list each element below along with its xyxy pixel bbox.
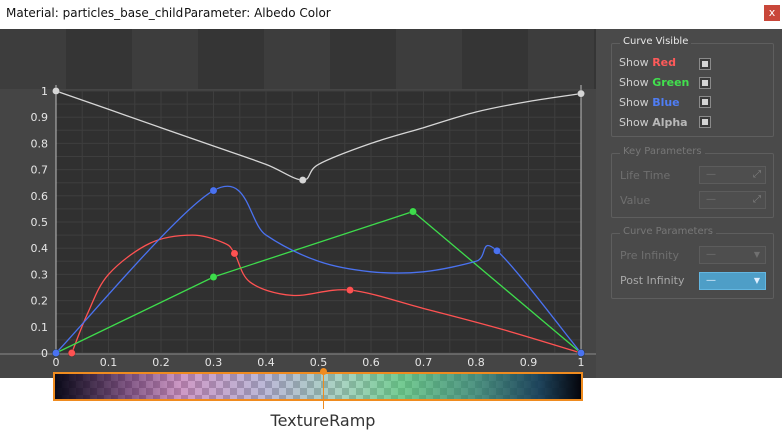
post-infinity-label: Post Infinity [620,274,685,287]
pre-infinity-label: Pre Infinity [620,249,679,262]
background-band [66,29,132,89]
chevron-down-icon: ▼ [753,276,760,285]
background-band [198,29,264,89]
pre-infinity-select[interactable]: — ▼ [699,246,766,264]
y-tick-label: 0.9 [31,111,49,124]
alpha-key-point [577,89,585,98]
alpha-key-point [298,176,307,184]
value-value: — [706,194,716,205]
key-parameters-group: Key Parameters [611,146,774,218]
background-band [528,29,594,89]
blue-channel-label: Blue [652,96,680,109]
curve-parameters-group: Curve Parameters [611,226,774,299]
background-band [396,29,462,89]
curve-visible-title: Curve Visible [620,36,692,47]
x-tick-label: 1 [578,356,585,369]
red-channel-label: Red [652,56,676,69]
post-infinity-select[interactable]: — ▼ [699,272,766,290]
green-key-point [409,207,417,216]
y-tick-label: 0.1 [31,321,49,334]
life-time-value: — [706,169,716,180]
show-blue-checkbox[interactable] [699,96,711,108]
x-tick-label: 0.5 [310,356,328,369]
blue-key-point [493,246,501,255]
blue-key-point [209,186,218,195]
background-band [462,29,528,89]
post-infinity-value: — [706,275,716,286]
parameter-label: Parameter: Albedo Color [184,6,331,20]
x-tick-label: 0.6 [362,356,380,369]
red-key-point [67,349,76,357]
show-alpha-checkbox[interactable] [699,116,711,128]
pre-infinity-value: — [706,249,716,260]
show-green-label: Show Green [619,76,689,89]
x-tick-label: 0.4 [257,356,275,369]
value-label: Value [620,194,651,207]
background-band [264,29,330,89]
y-tick-label: 0 [41,347,48,360]
red-curve [71,234,582,354]
green-key-point [209,273,218,281]
properties-panel: Curve Visible Show Red Show Green Show B… [596,29,782,378]
show-blue-label: Show Blue [619,96,680,109]
life-time-label: Life Time [620,169,671,182]
curve-graph[interactable]: 0 0.1 0.2 0.3 0.4 0.5 0.6 0.7 0.8 0.9 1 0 0.1 0.2 0.3 0… [0,29,596,378]
resize-icon: ⤢ [753,194,761,205]
blue-curve [55,185,582,354]
callout-dot [320,368,327,375]
curve-visible-group: Curve Visible [611,36,774,137]
y-tick-label: 0.6 [31,190,49,203]
background-band [330,29,396,89]
show-green-prefix: Show [619,76,649,89]
x-tick-label: 0.1 [100,356,118,369]
x-tick-label: 0.3 [205,356,223,369]
y-tick-label: 0.2 [31,295,49,308]
x-tick-label: 0 [53,356,60,369]
show-alpha-prefix: Show [619,116,649,129]
y-tick-label: 0.3 [31,268,49,281]
background-band [594,29,596,89]
curve-parameters-title: Curve Parameters [620,226,716,237]
curve-editor[interactable]: 0 0.1 0.2 0.3 0.4 0.5 0.6 0.7 0.8 0.9 1 0 0.1 0.2 0.3 0… [0,29,596,401]
y-tick-label: 1 [41,85,48,98]
background-band [132,29,198,89]
red-key-point [346,286,354,295]
alpha-key-point [52,87,60,95]
x-tick-label: 0.8 [467,356,485,369]
background-band [0,29,66,89]
alpha-channel-label: Alpha [652,116,688,129]
key-parameters-title: Key Parameters [620,146,705,157]
texture-ramp-strip[interactable] [53,372,583,401]
x-tick-label: 0.7 [415,356,433,369]
show-red-label: Show Red [619,56,676,69]
title-bar: Material: particles_base_child Parameter… [0,0,782,29]
green-channel-label: Green [652,76,690,89]
show-red-prefix: Show [619,56,649,69]
life-time-field[interactable]: — ⤢ [699,166,766,184]
callout-line [323,372,324,409]
alpha-curve [55,90,582,181]
x-tick-label: 0.2 [152,356,170,369]
blue-key-point [577,349,585,357]
y-tick-label: 0.4 [31,242,49,255]
ramp-gradient [55,374,581,399]
resize-icon: ⤢ [753,169,761,180]
close-button[interactable]: x [764,5,780,21]
blue-key-point [52,349,60,357]
red-key-point [230,249,239,258]
green-curve [55,210,582,354]
texture-ramp-callout: TextureRamp [270,411,376,430]
chevron-down-icon: ▼ [753,250,760,259]
material-label: Material: particles_base_child [6,6,184,20]
x-tick-label: 0.9 [520,356,538,369]
value-field[interactable]: — ⤢ [699,191,766,209]
y-tick-label: 0.5 [31,216,49,229]
y-tick-label: 0.7 [31,164,49,177]
y-tick-label: 0.8 [31,137,49,150]
show-red-checkbox[interactable] [699,58,711,70]
show-alpha-label: Show Alpha [619,116,688,129]
show-green-checkbox[interactable] [699,77,711,89]
show-blue-prefix: Show [619,96,649,109]
